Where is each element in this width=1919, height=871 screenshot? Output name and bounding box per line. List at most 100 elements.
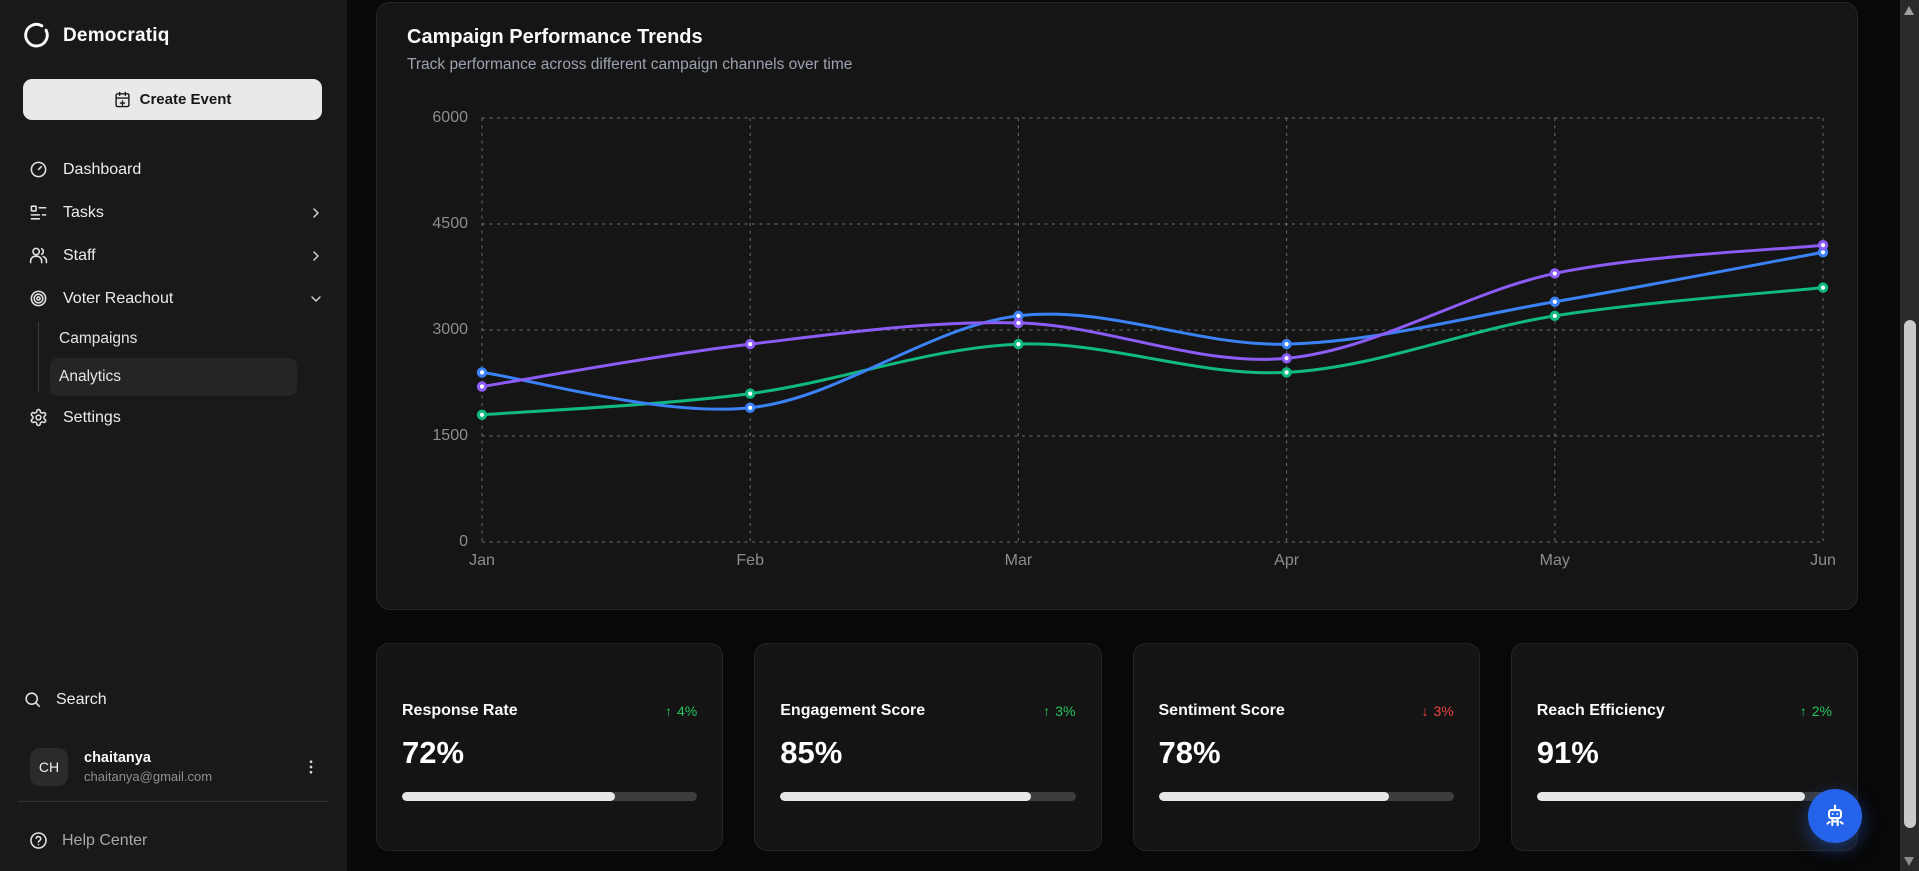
progress-bar (780, 792, 1076, 801)
metric-delta-badge: ↑ 4% (665, 703, 697, 719)
sidebar-subitem-campaigns[interactable]: Campaigns (50, 320, 297, 358)
sidebar-item-label: Staff (63, 246, 96, 264)
sidebar-subitem-label: Campaigns (59, 330, 138, 347)
sidebar: Democratiq Create Event Dashboard Tasks (0, 0, 347, 871)
metric-delta: 3% (1433, 703, 1454, 719)
scroll-down-arrow-icon[interactable] (1904, 857, 1914, 866)
sidebar-item-voter-reachout[interactable]: Voter Reachout (0, 277, 347, 320)
sidebar-item-label: Settings (63, 408, 121, 426)
x-axis-tick: May (1539, 552, 1570, 569)
y-axis-tick: 6000 (432, 109, 468, 126)
metric-value: 91% (1536, 735, 1599, 770)
brand-name: Democratiq (63, 24, 170, 46)
x-axis-tick: Apr (1274, 552, 1300, 569)
user-email: chaitanya@gmail.com (84, 769, 213, 784)
metric-delta: 2% (1811, 703, 1832, 719)
progress-fill (402, 792, 615, 801)
sidebar-item-label: Voter Reachout (63, 289, 174, 307)
scroll-up-arrow-icon[interactable] (1904, 6, 1914, 15)
submenu-rail (38, 322, 39, 392)
trend-arrow-icon: ↑ (665, 703, 673, 719)
democratiq-logo-icon (24, 22, 49, 48)
y-axis-tick: 1500 (432, 427, 468, 444)
chevron-down-icon (311, 295, 321, 302)
bot-icon (1826, 804, 1844, 827)
sidebar-subitem-label: Analytics (59, 368, 122, 385)
x-axis-tick: Jan (469, 552, 495, 569)
list-todo-icon (30, 205, 47, 220)
y-axis-tick: 4500 (432, 215, 468, 232)
metric-card-engagement-score: Engagement Score ↑ 3% 85% (754, 643, 1102, 851)
kebab-menu-icon[interactable] (302, 758, 320, 776)
voter-reachout-submenu: Campaigns Analytics (0, 320, 347, 396)
chevron-right-icon (313, 207, 319, 218)
sidebar-item-staff[interactable]: Staff (0, 234, 347, 277)
trend-arrow-icon: ↓ (1421, 703, 1429, 719)
metric-delta: 3% (1055, 703, 1076, 719)
metric-label: Reach Efficiency (1536, 702, 1665, 719)
search-icon (25, 692, 41, 708)
x-axis-tick: Jun (1810, 552, 1836, 569)
metric-delta-badge: ↓ 3% (1422, 703, 1454, 719)
metric-delta: 4% (677, 703, 698, 719)
metric-label: Sentiment Score (1158, 702, 1285, 719)
metric-label: Engagement Score (780, 702, 926, 719)
calendar-plus-icon (115, 91, 130, 108)
chevron-right-icon (313, 250, 319, 261)
metric-value: 72% (402, 735, 465, 770)
progress-bar (1536, 792, 1832, 801)
chart-subtitle: Track performance across different campa… (407, 56, 853, 73)
create-event-button[interactable]: Create Event (23, 79, 322, 120)
trend-arrow-icon: ↑ (1799, 703, 1807, 719)
user-name: chaitanya (84, 750, 151, 766)
x-axis-tick: Feb (736, 552, 764, 569)
sidebar-search[interactable]: Search (23, 690, 107, 709)
gauge-icon (30, 161, 47, 178)
user-profile[interactable]: CH chaitanya chaitanya@gmail.com (30, 748, 320, 786)
vertical-scrollbar[interactable] (1900, 0, 1919, 871)
sidebar-item-label: Dashboard (63, 160, 142, 178)
metric-card-sentiment-score: Sentiment Score ↓ 3% 78% (1132, 643, 1480, 851)
metric-value: 85% (780, 735, 843, 770)
metric-cards-row: Response Rate ↑ 4% 72% Engagement Score ↑… (376, 643, 1858, 851)
metric-value: 78% (1158, 735, 1221, 770)
brand: Democratiq (23, 22, 170, 49)
progress-bar (402, 792, 698, 801)
sidebar-divider (18, 801, 329, 802)
metric-card-response-rate: Response Rate ↑ 4% 72% (376, 643, 724, 851)
line-chart-svg (476, 117, 1829, 543)
avatar: CH (30, 748, 68, 786)
x-axis-tick: Mar (1004, 552, 1033, 569)
chart-title: Campaign Performance Trends (407, 26, 703, 48)
sidebar-item-label: Tasks (63, 203, 104, 221)
sidebar-item-tasks[interactable]: Tasks (0, 191, 347, 234)
metric-delta-badge: ↑ 2% (1800, 703, 1832, 719)
scrollbar-thumb[interactable] (1903, 320, 1916, 828)
metric-delta-badge: ↑ 3% (1043, 703, 1075, 719)
progress-fill (1536, 792, 1806, 801)
help-center-link[interactable]: Help Center (29, 831, 147, 850)
progress-fill (1158, 792, 1389, 801)
chatbot-fab-button[interactable] (1808, 789, 1862, 843)
user-meta: chaitanya chaitanya@gmail.com (84, 750, 302, 784)
sidebar-subitem-analytics[interactable]: Analytics (50, 358, 297, 396)
line-chart: 0 1500 3000 4500 6000 Jan Feb Mar Apr May Jun (432, 109, 1835, 569)
search-label: Search (56, 690, 107, 708)
trend-arrow-icon: ↑ (1043, 703, 1051, 719)
metric-card-reach-efficiency: Reach Efficiency ↑ 2% 91% (1510, 643, 1858, 851)
metric-label: Response Rate (402, 702, 518, 719)
target-icon (30, 290, 47, 307)
campaign-trends-card: Campaign Performance Trends Track perfor… (376, 2, 1858, 610)
users-icon (29, 247, 48, 264)
help-center-label: Help Center (62, 831, 148, 849)
help-circle-icon (30, 832, 47, 849)
gear-icon (30, 408, 47, 427)
progress-bar (1158, 792, 1454, 801)
y-axis-tick: 3000 (432, 321, 468, 338)
sidebar-item-settings[interactable]: Settings (0, 396, 347, 439)
y-axis-tick: 0 (459, 533, 468, 550)
sidebar-nav: Dashboard Tasks Staff Voter R (0, 148, 347, 439)
create-event-label: Create Event (139, 91, 232, 108)
sidebar-item-dashboard[interactable]: Dashboard (0, 148, 347, 191)
